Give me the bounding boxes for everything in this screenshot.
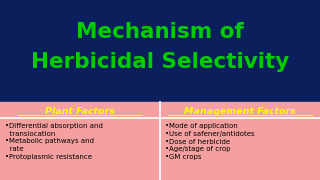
Text: •Differential absorption and
  translocation
•Metabolic pathways and
  rate
•Pro: •Differential absorption and translocati… [5, 123, 103, 160]
Text: Herbicidal Selectivity: Herbicidal Selectivity [31, 52, 289, 72]
Text: •Mode of application
•Use of safener/antidotes
•Dose of herbicide
•Age/stage of : •Mode of application •Use of safener/ant… [165, 123, 255, 160]
Bar [0, 102, 320, 180]
Bar [0, 0, 320, 105]
Text: Management Factors: Management Factors [184, 107, 296, 116]
Text: Plant Factors: Plant Factors [45, 107, 115, 116]
Text: Mechanism of: Mechanism of [76, 22, 244, 42]
